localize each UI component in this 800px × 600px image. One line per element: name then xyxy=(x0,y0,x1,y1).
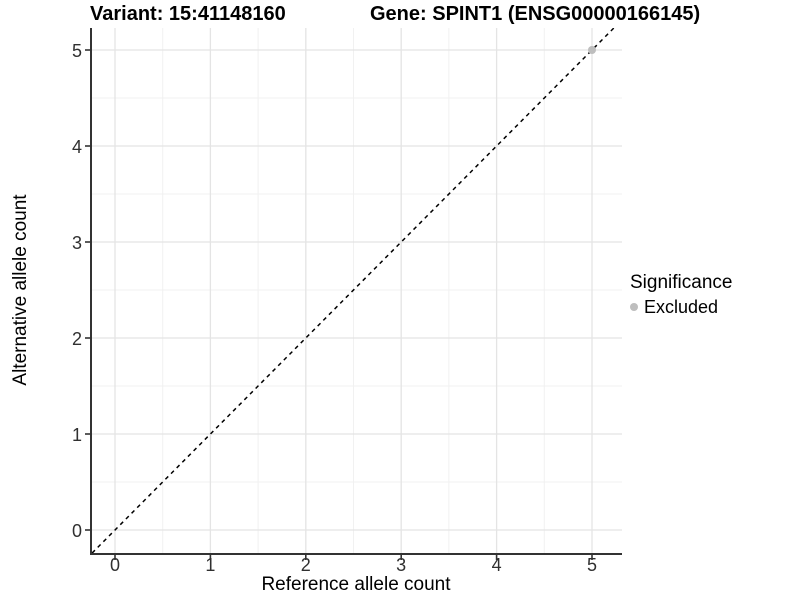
x-axis-title: Reference allele count xyxy=(261,574,451,595)
legend: Significance Excluded xyxy=(628,271,788,317)
y-tick-label-4: 4 xyxy=(71,137,82,157)
y-tick-label-0: 0 xyxy=(71,521,82,541)
x-tick-label-1: 1 xyxy=(205,555,216,575)
legend-item-label: Excluded xyxy=(644,297,719,317)
y-tick-label-2: 2 xyxy=(71,329,82,349)
x-tick-label-4: 4 xyxy=(491,555,502,575)
legend-title: Significance xyxy=(630,272,733,293)
x-tick-label-0: 0 xyxy=(109,555,120,575)
data-point-excluded xyxy=(588,46,596,54)
y-axis-title: Alternative allele count xyxy=(10,194,31,386)
x-tick-label-2: 2 xyxy=(300,555,311,575)
x-tick-label-5: 5 xyxy=(586,555,597,575)
y-tick-label-3: 3 xyxy=(71,233,82,253)
legend-item-excluded: Excluded xyxy=(628,297,788,317)
x-tick-label-3: 3 xyxy=(396,555,407,575)
identity-dashed-line xyxy=(91,28,615,554)
variant-title: Variant: 15:41148160 xyxy=(90,3,286,25)
y-tick-label-5: 5 xyxy=(71,41,82,61)
plot-panel xyxy=(85,28,622,560)
y-tick-label-1: 1 xyxy=(71,425,82,445)
excluded-dot-icon xyxy=(630,303,638,311)
gene-title: Gene: SPINT1 (ENSG00000166145) xyxy=(370,3,701,25)
